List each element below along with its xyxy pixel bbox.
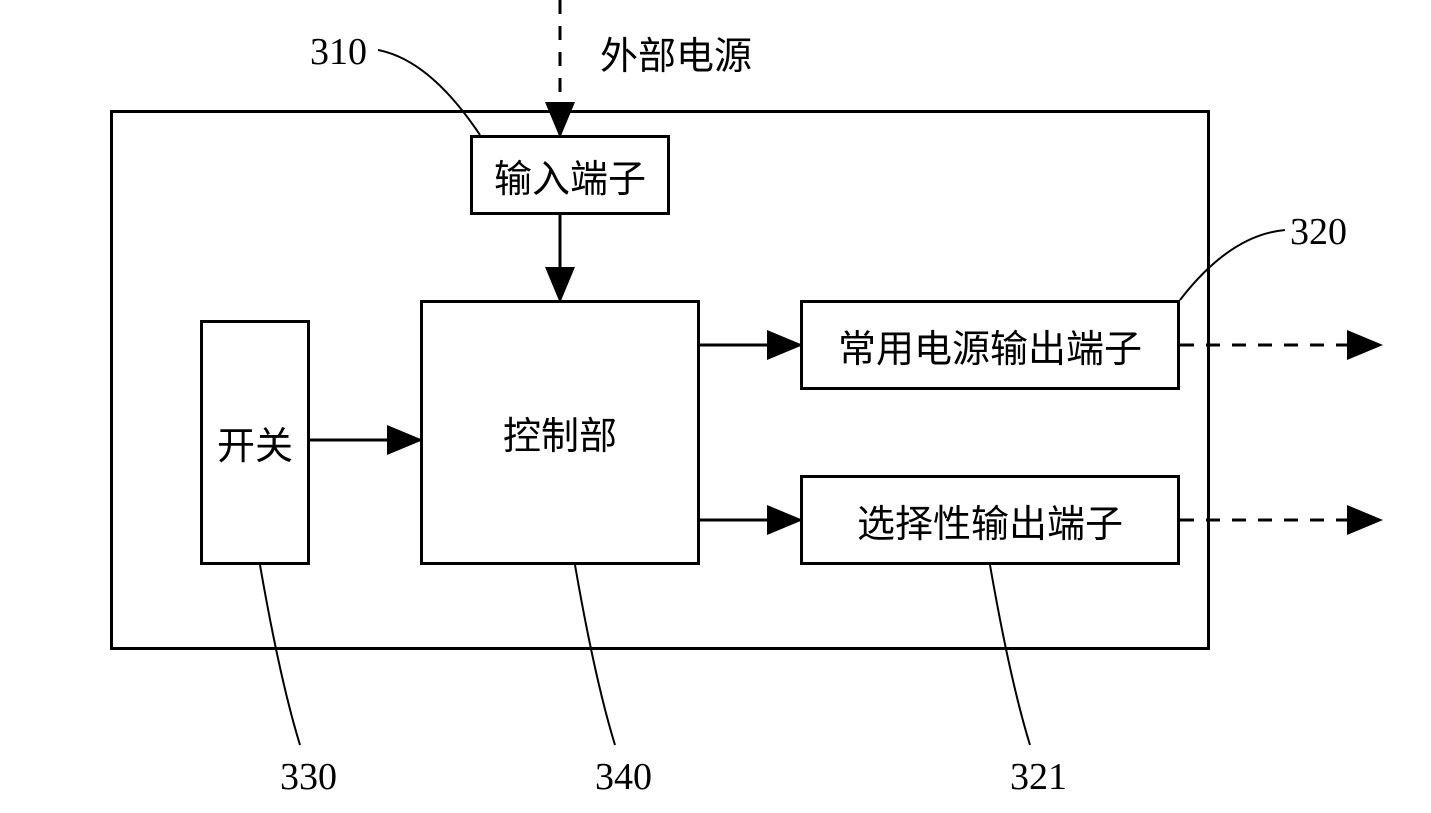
controller-label: 控制部	[503, 405, 617, 460]
ref-310: 310	[310, 30, 367, 74]
const-output-box: 常用电源输出端子	[800, 300, 1180, 390]
ref-320: 320	[1290, 210, 1347, 254]
controller-box: 控制部	[420, 300, 700, 565]
external-power-label: 外部电源	[600, 25, 752, 80]
selective-output-label: 选择性输出端子	[857, 493, 1123, 548]
ref-321: 321	[1010, 755, 1067, 799]
switch-label: 开关	[217, 415, 293, 470]
selective-output-box: 选择性输出端子	[800, 475, 1180, 565]
const-output-label: 常用电源输出端子	[838, 318, 1142, 373]
ref-340: 340	[595, 755, 652, 799]
ref-330: 330	[280, 755, 337, 799]
input-terminal-label: 输入端子	[494, 148, 646, 203]
switch-box: 开关	[200, 320, 310, 565]
input-terminal-box: 输入端子	[470, 135, 670, 215]
block-diagram: 外部电源 输入端子 开关 控制部 常用电源输出端子 选择性输出端子 310 32…	[0, 0, 1431, 813]
